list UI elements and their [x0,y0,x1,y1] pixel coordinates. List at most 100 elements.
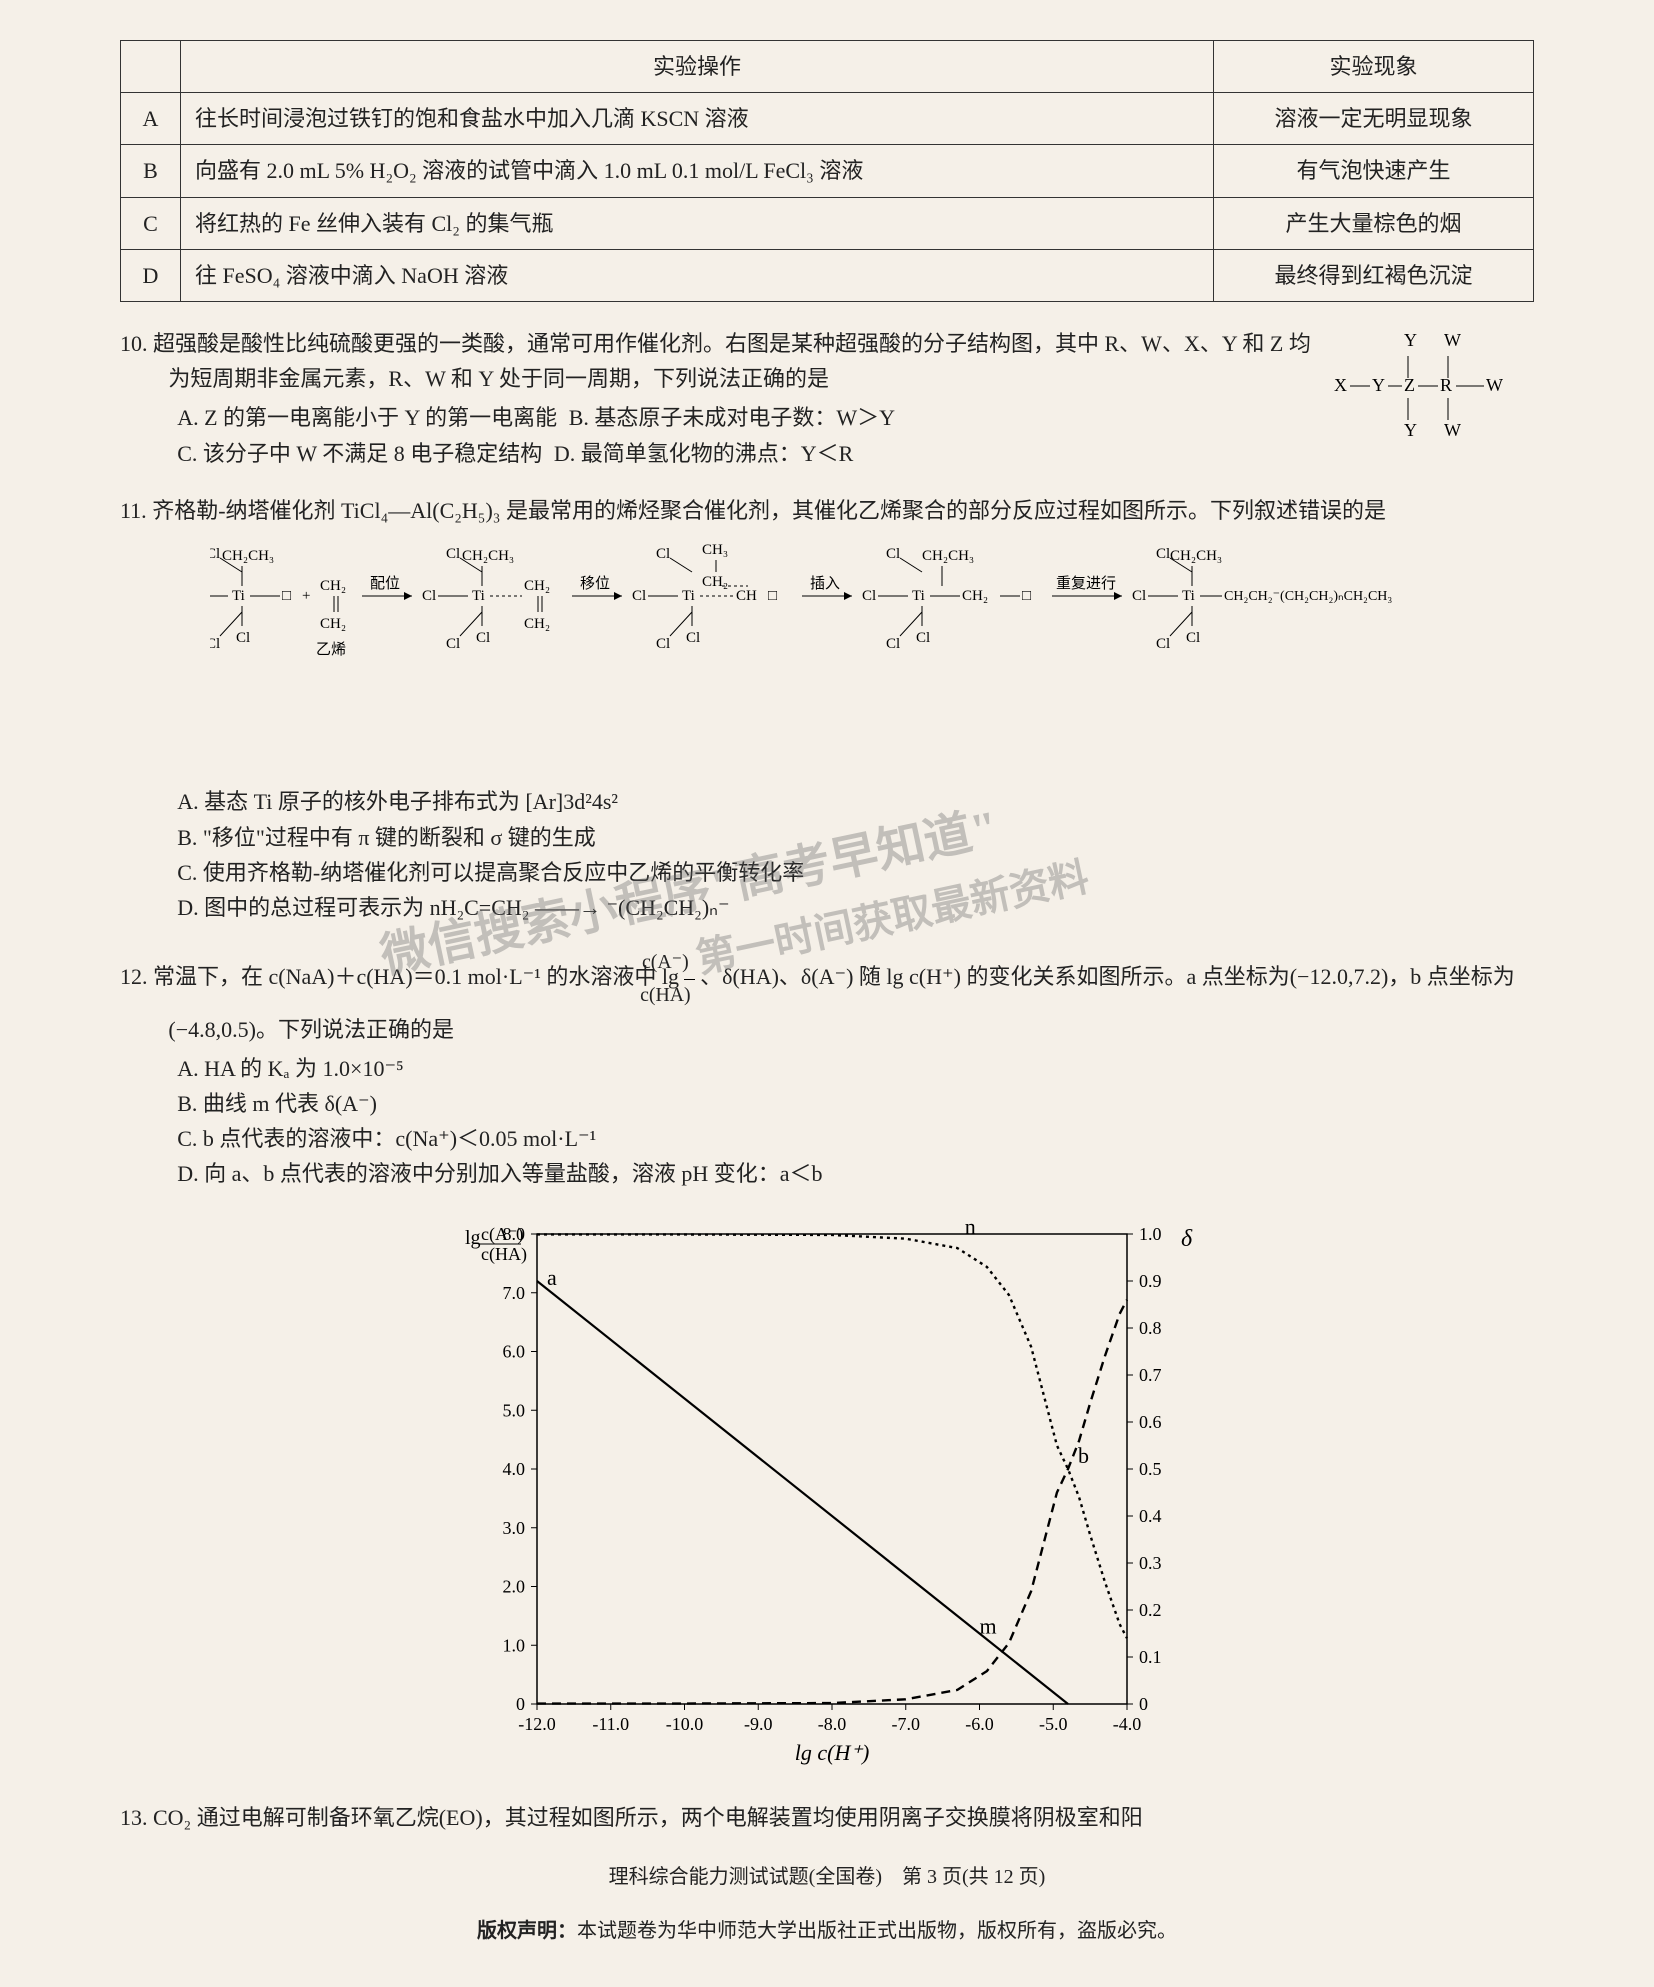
svg-text:Cl: Cl [210,546,220,562]
svg-text:0: 0 [516,1694,525,1714]
svg-text:0.5: 0.5 [1139,1459,1162,1479]
svg-text:0.8: 0.8 [1139,1318,1162,1338]
svg-text:X: X [1334,375,1347,395]
q11-opt-b: B. "移位"过程中有 π 键的断裂和 σ 键的生成 [226,820,1534,855]
svg-text:Cl: Cl [656,546,670,562]
question-11: 11. 齐格勒-纳塔催化剂 TiCl₄—Al(C₂H₅)₃ 是最常用的烯烃聚合催… [120,493,1534,926]
q10-structure-diagram: YW X Y Z R W YW [1334,326,1534,446]
q13-text: CO₂ 通过电解可制备环氧乙烷(EO)，其过程如图所示，两个电解装置均使用阴离子… [153,1805,1143,1830]
svg-text:1.0: 1.0 [1139,1224,1162,1244]
svg-text:CH₂CH₃: CH₂CH₃ [922,548,974,564]
svg-text:+: + [302,588,310,604]
svg-text:Cl: Cl [446,636,460,652]
svg-text:a: a [547,1265,557,1290]
svg-text:c(A⁻): c(A⁻) [481,1224,523,1245]
row-key: C [121,197,181,249]
svg-text:W: W [1444,330,1461,350]
svg-text:lg c(H⁺): lg c(H⁺) [795,1740,870,1765]
svg-text:7.0: 7.0 [503,1282,526,1302]
svg-text:Y: Y [1404,330,1417,350]
svg-text:移位: 移位 [580,575,610,592]
svg-text:CH₂CH₃: CH₂CH₃ [222,548,274,564]
q11-opt-d: D. 图中的总过程可表示为 nH₂C=CH₂ ――→ ⁻(CH₂CH₂)ₙ⁻ [226,890,1534,925]
svg-text:0.3: 0.3 [1139,1553,1162,1573]
svg-text:CH₂: CH₂ [962,588,988,604]
svg-text:2.0: 2.0 [503,1576,526,1596]
svg-text:CH₂CH₃: CH₂CH₃ [462,548,514,564]
svg-text:0.4: 0.4 [1139,1506,1162,1526]
row-ph: 最终得到红褐色沉淀 [1214,249,1534,301]
svg-text:1.0: 1.0 [503,1635,526,1655]
svg-text:-7.0: -7.0 [892,1714,921,1734]
q13-number: 13. [120,1805,148,1830]
svg-text:m: m [980,1613,997,1638]
svg-text:Cl: Cl [422,588,436,604]
svg-text:Ti: Ti [472,588,485,604]
svg-text:Cl: Cl [446,546,460,562]
svg-text:Y: Y [1372,375,1385,395]
svg-text:□: □ [1022,588,1031,604]
svg-text:-10.0: -10.0 [666,1714,704,1734]
svg-text:Cl: Cl [632,588,646,604]
svg-text:3.0: 3.0 [503,1517,526,1537]
experiment-table: 实验操作 实验现象 A往长时间浸泡过铁钉的饱和食盐水中加入几滴 KSCN 溶液溶… [120,40,1534,302]
svg-text:Cl: Cl [1156,636,1170,652]
svg-text:W: W [1486,375,1503,395]
row-op: 往 FeSO₄ 溶液中滴入 NaOH 溶液 [181,249,1214,301]
q12-text-1: 常温下，在 c(NaA)＋c(HA)＝0.1 mol·L⁻¹ 的水溶液中 lg [153,964,684,989]
svg-text:0: 0 [1139,1694,1148,1714]
q10-opt-d: D. 最简单氢化物的沸点：Y＜R [602,436,853,471]
svg-text:Z: Z [1404,375,1415,395]
svg-text:CH₂: CH₂ [320,578,346,594]
svg-text:□: □ [768,588,777,604]
svg-text:Y: Y [1404,420,1417,440]
q10-opt-a: A. Z 的第一电离能小于 Y 的第一电离能 [226,400,558,435]
svg-text:Cl: Cl [686,630,700,646]
svg-text:W: W [1444,420,1461,440]
q11-number: 11. [120,498,147,523]
row-key: B [121,145,181,197]
svg-text:Cl: Cl [210,636,220,652]
svg-text:-8.0: -8.0 [818,1714,847,1734]
svg-text:乙烯: 乙烯 [316,641,346,658]
svg-text:Cl: Cl [476,630,490,646]
svg-text:-6.0: -6.0 [965,1714,994,1734]
svg-text:Cl: Cl [862,588,876,604]
svg-text:插入: 插入 [810,575,840,592]
q12-chart: -12.0-11.0-10.0-9.0-8.0-7.0-6.0-5.0-4.00… [447,1214,1207,1774]
svg-text:4.0: 4.0 [503,1459,526,1479]
row-ph: 溶液一定无明显现象 [1214,93,1534,145]
svg-text:CH₂CH₂⁻(CH₂CH₂)ₙCH₂CH₃: CH₂CH₂⁻(CH₂CH₂)ₙCH₂CH₃ [1224,589,1392,604]
svg-text:6.0: 6.0 [503,1341,526,1361]
svg-text:□: □ [282,588,291,604]
svg-text:CH₂: CH₂ [524,578,550,594]
row-key: D [121,249,181,301]
q10-opt-b: B. 基态原子未成对电子数：W＞Y [617,400,895,435]
copyright-text: 本试题卷为华中师范大学出版社正式出版物，版权所有，盗版必究。 [577,1920,1177,1942]
q12-number: 12. [120,964,148,989]
row-op: 将红热的 Fe 丝伸入装有 Cl₂ 的集气瓶 [181,197,1214,249]
page-footer: 理科综合能力测试试题(全国卷) 第 3 页(共 12 页) [120,1861,1534,1893]
svg-text:n: n [965,1214,976,1239]
svg-text:-9.0: -9.0 [744,1714,773,1734]
frac-top: c(A⁻) [684,947,694,980]
svg-text:CH₃: CH₃ [702,542,728,558]
col-op: 实验操作 [181,41,1214,93]
q10-number: 10. [120,331,148,356]
copyright-label: 版权声明： [477,1920,577,1942]
q11-opt-c: C. 使用齐格勒-纳塔催化剂可以提高聚合反应中乙烯的平衡转化率 [226,855,1534,890]
svg-text:-11.0: -11.0 [592,1714,629,1734]
svg-text:5.0: 5.0 [503,1400,526,1420]
q10-opt-c: C. 该分子中 W 不满足 8 电子稳定结构 [226,436,543,471]
row-key: A [121,93,181,145]
svg-text:0.7: 0.7 [1139,1365,1162,1385]
svg-text:Cl: Cl [1156,546,1170,562]
svg-text:CH₂: CH₂ [320,616,346,632]
svg-text:Cl: Cl [1132,588,1146,604]
q12-opt-b: B. 曲线 m 代表 δ(A⁻) [226,1086,1534,1121]
question-12: 12. 常温下，在 c(NaA)＋c(HA)＝0.1 mol·L⁻¹ 的水溶液中… [120,947,1534,1191]
svg-text:0.9: 0.9 [1139,1271,1162,1291]
svg-text:0.1: 0.1 [1139,1647,1162,1667]
row-op: 往长时间浸泡过铁钉的饱和食盐水中加入几滴 KSCN 溶液 [181,93,1214,145]
svg-text:重复进行: 重复进行 [1056,574,1116,592]
